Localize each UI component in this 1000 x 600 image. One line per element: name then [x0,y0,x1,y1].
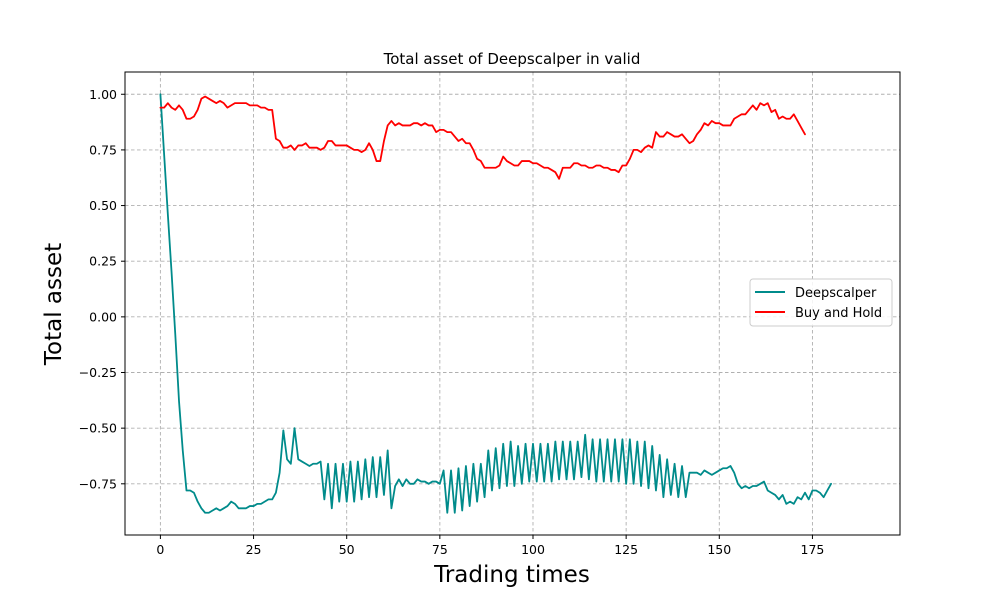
x-tick-label: 100 [521,542,545,557]
x-tick-label: 75 [432,542,448,557]
series-line-deepscalper [159,93,832,514]
x-tick-label: 175 [801,542,825,557]
y-tick-label: −0.50 [79,421,117,436]
y-tick-label: 0.50 [89,198,117,213]
x-tick-label: 0 [156,542,164,557]
y-tick-label: 0.00 [89,309,117,324]
series-lines [159,93,832,514]
y-tick-label: 0.25 [89,254,117,269]
x-tick-label: 25 [246,542,262,557]
y-tick-label: −0.75 [79,476,117,491]
y-tick-label: −0.25 [79,365,117,380]
chart-title: Total asset of Deepscalper in valid [383,50,641,68]
legend-box [749,278,893,327]
y-tick-label: 0.75 [89,142,117,157]
y-axis-label: Total asset [41,243,67,366]
legend-label-buy-and-hold: Buy and Hold [795,306,882,321]
x-axis-label: Trading times [433,562,590,588]
y-axis-ticks: −0.75 −0.50 −0.25 0.00 0.25 0.50 0.75 1.00 [79,87,125,491]
legend: Deepscalper Buy and Hold [749,278,893,327]
plot-frame [124,71,901,536]
x-tick-label: 125 [614,542,638,557]
legend-label-deepscalper: Deepscalper [795,286,877,301]
y-tick-label: 1.00 [89,87,117,102]
x-tick-label: 50 [339,542,355,557]
series-line-buy-and-hold [159,95,806,180]
x-tick-label: 150 [707,542,731,557]
grid [125,72,900,535]
x-axis-ticks: 0 25 50 75 100 125 150 175 [156,535,824,557]
